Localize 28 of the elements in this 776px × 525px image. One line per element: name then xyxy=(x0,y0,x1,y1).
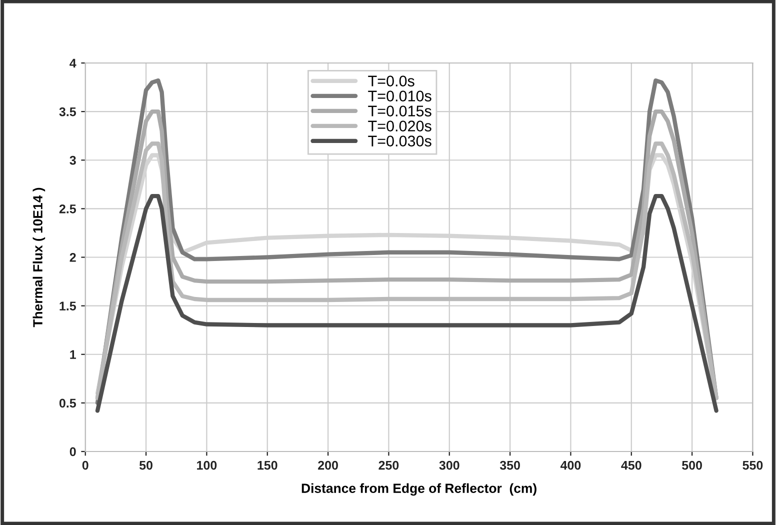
x-tick-label: 50 xyxy=(139,460,152,470)
legend-label: T=0.030s xyxy=(368,136,432,146)
x-tick-label: 500 xyxy=(682,460,702,470)
x-tick-label: 0 xyxy=(82,460,88,470)
x-tick-label: 200 xyxy=(318,460,338,470)
x-tick-label: 350 xyxy=(500,460,520,470)
x-tick-label: 150 xyxy=(258,460,278,470)
x-tick-label: 300 xyxy=(439,460,460,470)
x-axis-title: Distance from Edge of Reflector (cm) xyxy=(302,483,536,496)
x-tick-label: 400 xyxy=(560,460,581,470)
legend-label: T=0.010s xyxy=(368,90,432,102)
y-tick-label: 3.5 xyxy=(59,107,76,116)
y-tick-label: 1 xyxy=(70,350,76,359)
y-tick-label: 4 xyxy=(70,58,76,68)
x-tick-label: 550 xyxy=(742,460,763,470)
y-tick-label: 0 xyxy=(70,447,76,456)
y-tick-label: 3 xyxy=(70,156,76,165)
y-axis-title: Thermal Flux ( 10E14 ) xyxy=(32,188,46,328)
legend-label: T=0.0s xyxy=(368,76,414,86)
x-tick-label: 450 xyxy=(621,460,642,470)
y-tick-label: 2 xyxy=(70,253,76,262)
y-tick-label: 2.5 xyxy=(59,204,76,214)
legend-label: T=0.015s xyxy=(368,106,432,116)
x-tick-label: 250 xyxy=(378,460,399,470)
y-tick-label: 0.5 xyxy=(59,398,76,408)
x-tick-label: 100 xyxy=(197,460,217,470)
y-tick-label: 1.5 xyxy=(60,302,76,310)
legend-label: T=0.020s xyxy=(368,120,432,132)
